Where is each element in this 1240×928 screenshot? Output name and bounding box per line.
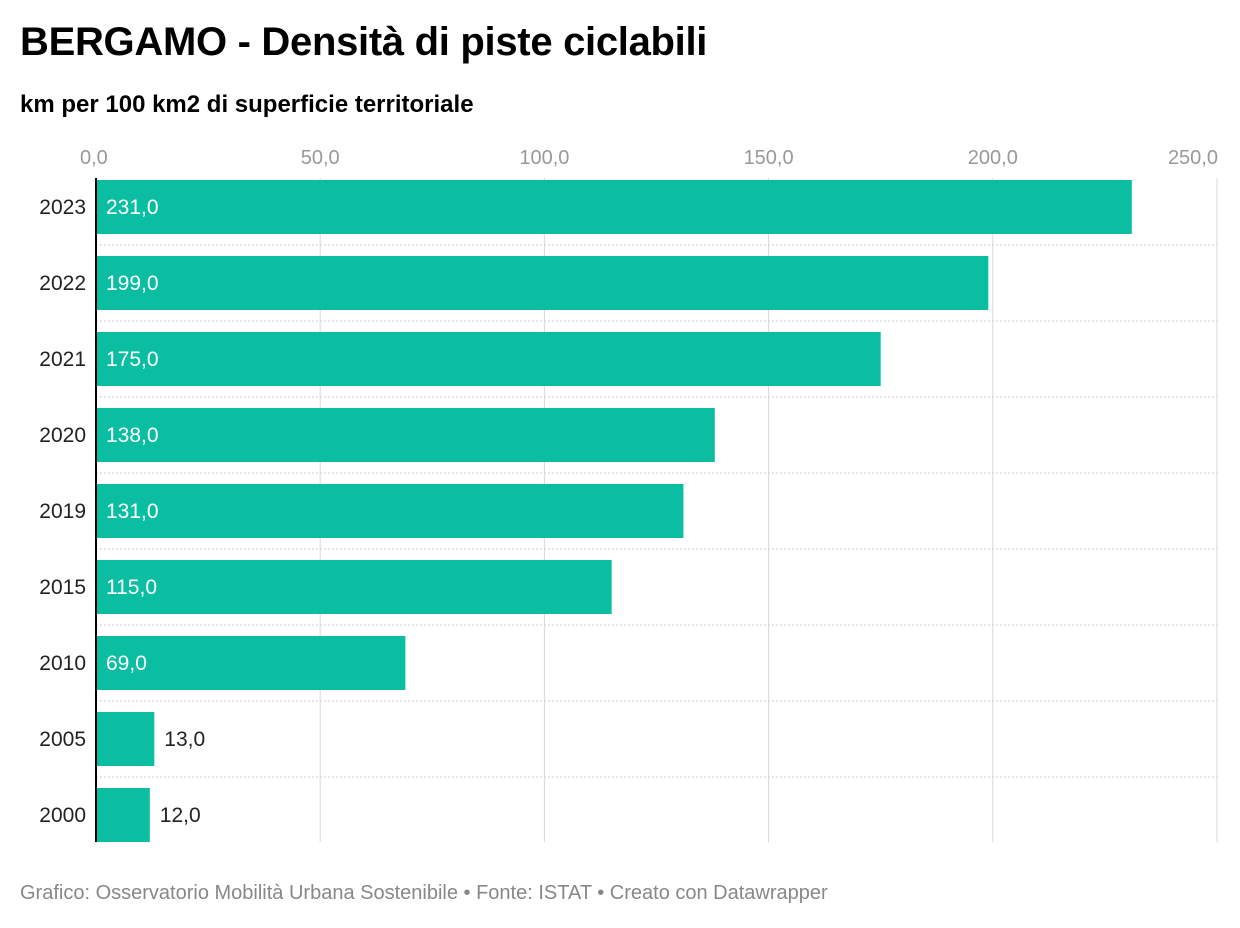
- bar-2019: [96, 484, 684, 538]
- value-label: 131,0: [106, 500, 159, 523]
- value-labels: 231,0 199,0 175,0 138,0 131,0 115,0 69,0 13,0 12…: [106, 196, 205, 827]
- bar-2015: [96, 560, 612, 614]
- bar-2010: [96, 636, 406, 690]
- value-label: 115,0: [106, 576, 157, 599]
- chart-subtitle: km per 100 km2 di superficie territorial…: [20, 91, 474, 118]
- value-label: 138,0: [106, 424, 159, 447]
- value-label: 69,0: [106, 652, 147, 675]
- category-label: 2020: [39, 424, 86, 447]
- x-axis-ticks: 0,0 50,0 100,0 150,0 200,0 250,0: [80, 147, 1218, 169]
- bar-2023: [96, 180, 1132, 234]
- category-label: 2022: [39, 272, 86, 295]
- value-label: 175,0: [106, 348, 159, 371]
- category-label: 2023: [39, 196, 86, 219]
- value-label: 199,0: [106, 272, 159, 295]
- category-label: 2010: [39, 652, 86, 675]
- x-tick-label: 100,0: [519, 147, 569, 169]
- x-tick-label: 250,0: [1168, 147, 1218, 169]
- x-tick-label: 200,0: [968, 147, 1018, 169]
- bars: [96, 180, 1132, 842]
- x-tick-label: 150,0: [744, 147, 794, 169]
- bar-2021: [96, 332, 881, 386]
- chart-title: BERGAMO - Densità di piste ciclabili: [20, 20, 708, 64]
- category-labels: 2023 2022 2021 2020 2019 2015 2010 2005 2000: [39, 196, 86, 827]
- category-label: 2019: [39, 500, 86, 523]
- bar-2000: [96, 788, 150, 842]
- category-label: 2005: [39, 728, 86, 751]
- bar-2005: [96, 712, 155, 766]
- bar-2020: [96, 408, 715, 462]
- x-tick-label: 50,0: [301, 147, 340, 169]
- chart-footer: Grafico: Osservatorio Mobilità Urbana So…: [20, 882, 828, 904]
- value-label: 13,0: [164, 728, 205, 751]
- bar-2022: [96, 256, 989, 310]
- grid-layer: [96, 178, 1218, 842]
- value-label: 12,0: [160, 804, 201, 827]
- category-label: 2015: [39, 576, 86, 599]
- value-label: 231,0: [106, 196, 159, 219]
- x-tick-label: 0,0: [80, 147, 108, 169]
- category-label: 2021: [39, 348, 86, 371]
- bar-chart: 0,0 50,0 100,0 150,0 200,0 250,0 2023 2022 2021…: [39, 147, 1218, 842]
- category-label: 2000: [39, 804, 86, 827]
